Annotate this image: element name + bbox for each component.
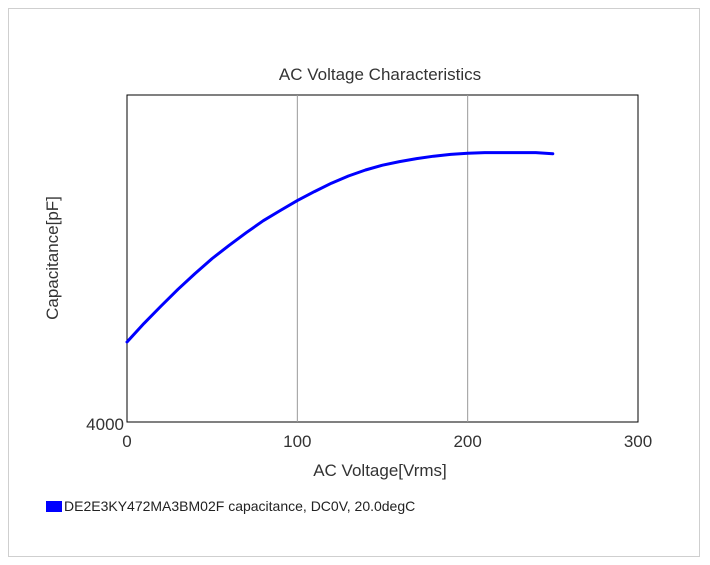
y-tick-label: 4000 [86, 415, 124, 434]
x-tick-label: 200 [453, 432, 481, 451]
x-tick-label: 100 [283, 432, 311, 451]
y-axis-label: Capacitance[pF] [43, 196, 62, 320]
legend: DE2E3KY472MA3BM02F capacitance, DC0V, 20… [46, 498, 415, 514]
x-tick-labels: 0 100 200 300 [122, 432, 652, 451]
plot-area [126, 94, 639, 423]
x-tick-label: 0 [122, 432, 131, 451]
series-line-0 [125, 151, 555, 344]
chart-title: AC Voltage Characteristics [279, 65, 481, 84]
series-layer [125, 151, 555, 344]
legend-swatch [46, 500, 62, 512]
y-tick-labels: 4000 [86, 415, 124, 434]
x-tick-label: 300 [624, 432, 652, 451]
x-axis-label: AC Voltage[Vrms] [313, 461, 447, 480]
grid-lines [296, 95, 469, 422]
legend-label: DE2E3KY472MA3BM02F capacitance, DC0V, 20… [64, 498, 416, 514]
